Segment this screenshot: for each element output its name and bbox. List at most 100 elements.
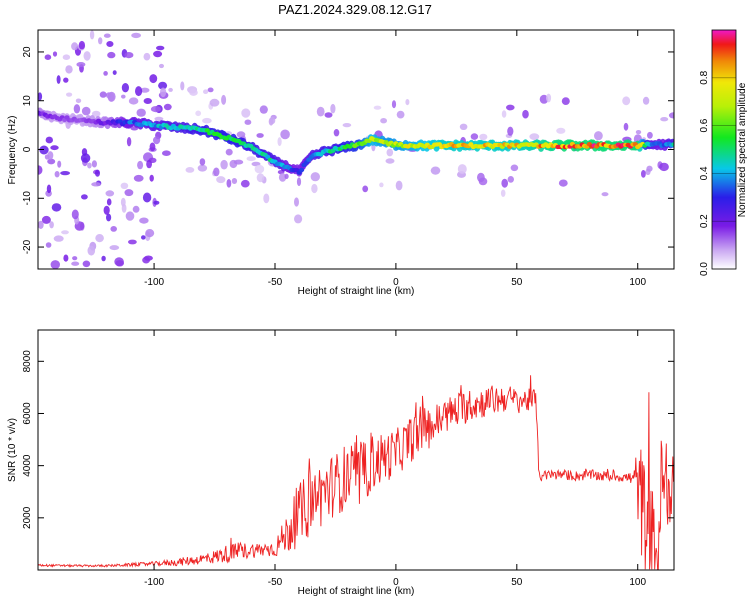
spectrogram-cell: [647, 131, 653, 139]
spectrogram-cell: [660, 117, 669, 122]
spectrogram-cell: [73, 104, 81, 114]
snr-series-line: [38, 375, 674, 570]
spectrogram-cell: [207, 87, 214, 93]
spectrogram-cell: [459, 123, 468, 130]
spectrogram-cell: [324, 112, 333, 118]
spectrogram-cell: [107, 51, 116, 59]
spectrogram-cell: [142, 192, 152, 203]
spectrogram-cell: [501, 178, 509, 188]
colorbar-tick-label: 0.6: [699, 118, 710, 132]
spectrogram-cell: [146, 159, 153, 169]
spectrogram-cell: [103, 205, 110, 215]
spectrogram-cell: [60, 171, 70, 176]
snr-ylabel: SNR (10 * v/v): [7, 418, 18, 482]
spectrogram-cell: [163, 103, 172, 111]
spectrogram-cell: [225, 148, 233, 156]
spectrogram-cell: [81, 106, 91, 116]
spectrogram-cell: [47, 158, 56, 165]
spectrogram-cell: [259, 105, 268, 114]
spectrogram-cell: [507, 176, 514, 183]
spectrogram-cell: [430, 166, 441, 175]
spectrogram-cell: [149, 74, 158, 84]
spectrogram-xtick-label: 50: [511, 277, 523, 288]
spectrogram-cell: [203, 89, 209, 94]
spectrogram-cell: [195, 110, 202, 117]
spectrogram-cell: [71, 42, 79, 51]
spectrogram-cell: [256, 133, 264, 138]
spectrogram-cell: [278, 173, 287, 182]
spectrogram-cell: [38, 220, 44, 229]
spectrogram-cell: [159, 63, 164, 69]
snr-xtick-label: -100: [144, 577, 164, 588]
spectrogram-cell: [391, 100, 397, 109]
spectrogram-cell: [54, 171, 60, 178]
spectrogram-cell: [510, 164, 519, 172]
spectrogram-cell: [131, 32, 142, 39]
spectrogram-xtick-label: 0: [393, 277, 399, 288]
spectrogram-cell: [501, 110, 507, 118]
spectrogram-cell: [373, 105, 382, 110]
spectrogram-cell: [95, 169, 100, 177]
spectrogram-cell: [635, 130, 642, 135]
spectrogram-cell: [601, 192, 609, 197]
spectrogram-cell: [209, 98, 220, 107]
spectrogram-cell: [121, 203, 127, 213]
spectrogram-cell: [294, 214, 303, 224]
spectrogram-cell: [87, 162, 92, 169]
snr-frame: [37, 329, 675, 571]
spectrogram-cell: [66, 92, 73, 97]
snr-xtick-label: 100: [629, 577, 646, 588]
spectrogram-cell: [135, 86, 143, 97]
spectrogram-cell: [89, 30, 95, 40]
spectrogram-cell: [395, 180, 403, 191]
spectrogram-cell: [139, 217, 149, 224]
spectrogram-cell: [158, 81, 168, 90]
spectrogram-cell: [529, 133, 540, 141]
spectrogram-cell: [112, 70, 117, 75]
spectrogram-cell: [244, 119, 252, 125]
snr-xtick-label: 50: [511, 577, 523, 588]
spectrogram-cell: [109, 245, 120, 251]
spectrogram-ytick-label: 20: [22, 46, 33, 58]
spectrogram-cell: [470, 133, 479, 140]
spectrogram-cell: [124, 52, 134, 59]
spectrogram-cell: [256, 173, 265, 183]
spectrogram-cell: [121, 83, 129, 93]
spectrogram-cell: [646, 165, 653, 172]
spectrogram-xtick-label: -50: [268, 277, 283, 288]
spectrogram-cell: [156, 45, 165, 51]
spectrogram-ytick-label: -10: [22, 191, 33, 206]
spectrogram-cell: [81, 194, 88, 200]
spectrogram-cell: [46, 184, 52, 194]
spectrogram-cell: [150, 106, 161, 113]
spectrogram-xtick-label: 100: [629, 277, 646, 288]
snr-ytick-label: 6000: [22, 402, 33, 425]
spectrogram-cell: [154, 116, 164, 121]
spectrogram-cell: [284, 173, 289, 180]
colorbar: [711, 29, 737, 270]
figure-title: PAZ1.2024.329.08.12.G17: [278, 2, 432, 17]
spectrogram-cell: [101, 255, 106, 262]
spectrogram-cell: [83, 51, 91, 61]
spectrogram-cell: [500, 189, 506, 197]
snr-ytick-label: 4000: [22, 454, 33, 477]
spectrogram-cell: [594, 131, 603, 141]
spectrogram-cell: [561, 97, 570, 105]
spectrogram-cell: [213, 167, 220, 177]
spectrogram-cell: [153, 50, 163, 58]
spectrogram-cell: [622, 96, 631, 106]
spectrogram-cell: [220, 159, 228, 170]
spectrogram-cell: [145, 229, 155, 238]
colorbar-tick-label: 0.2: [699, 214, 710, 228]
spectrogram-cell: [522, 109, 529, 119]
spectrogram-xtick-label: -100: [144, 277, 164, 288]
snr-ytick-label: 2000: [22, 506, 33, 529]
spectrogram-cell: [539, 94, 549, 104]
snr-panel: -100 -50 0 50 100 2000 4000 6000 8000 Height of …: [7, 329, 675, 597]
spectrogram-cell: [110, 226, 117, 232]
spectrogram-cell: [82, 260, 91, 268]
spectrogram-cell: [91, 160, 97, 168]
spectrogram-cell: [221, 94, 227, 105]
spectrogram-cell: [641, 170, 646, 178]
